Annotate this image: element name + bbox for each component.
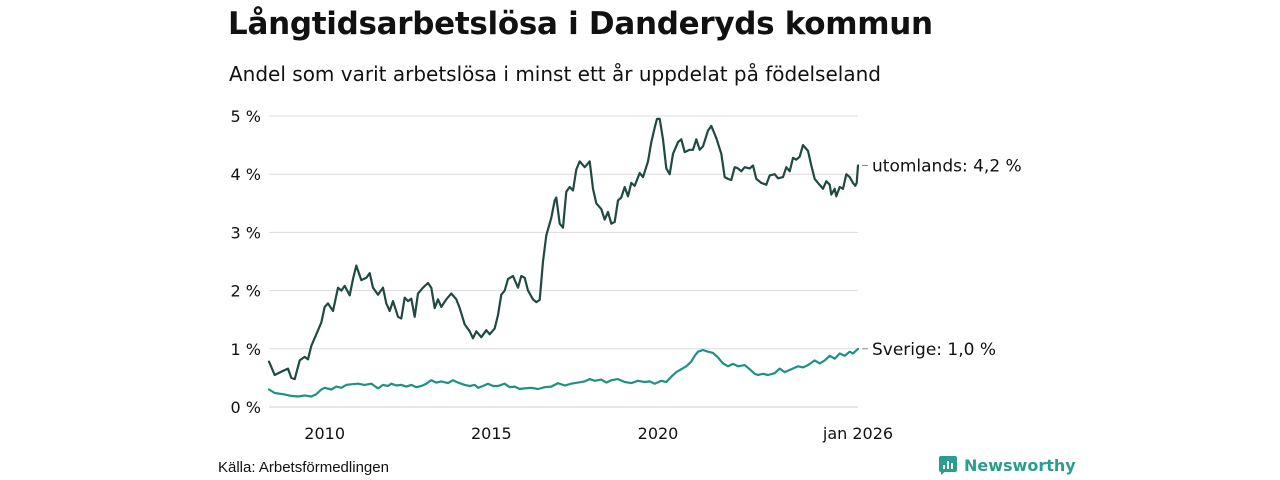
end-label-utomlands: utomlands: 4,2 % [872, 156, 1022, 176]
source-note: Källa: Arbetsförmedlingen [218, 459, 389, 476]
series-line-sverige [267, 347, 860, 398]
chart-title: Långtidsarbetslösa i Danderyds kommun [228, 6, 933, 42]
gridlines [269, 115, 858, 408]
y-tick-label: 5 % [231, 107, 261, 126]
brand-name: Newsworthy [964, 455, 1076, 475]
series-end-labels: utomlands: 4,2 % Sverige: 1,0 % [862, 156, 1022, 360]
chart-subtitle: Andel som varit arbetslösa i minst ett å… [229, 62, 881, 86]
line-chart: 0 %1 %2 %3 %4 %5 % 2010 2015 2020 jan 2026 … [231, 107, 1022, 443]
x-axis-tick-labels: 2010 2015 2020 jan 2026 [304, 424, 893, 443]
y-tick-label: 0 % [231, 398, 261, 417]
x-tick-label: 2010 [304, 424, 345, 443]
x-tick-label: jan 2026 [822, 424, 893, 443]
series-lines [267, 117, 860, 398]
brand-logo: Newsworthy [938, 455, 1076, 475]
newsworthy-logo-icon [939, 456, 957, 475]
end-label-sverige: Sverige: 1,0 % [872, 340, 996, 360]
x-tick-label: 2015 [471, 424, 512, 443]
y-tick-label: 4 % [231, 165, 261, 184]
series-line-utomlands [267, 117, 860, 381]
y-tick-label: 3 % [231, 223, 261, 242]
y-tick-label: 2 % [231, 282, 261, 301]
y-axis-tick-labels: 0 % 1 % 2 % 3 % 4 % 5 % [231, 107, 261, 417]
y-tick-label: 1 % [231, 340, 261, 359]
x-tick-label: 2020 [638, 424, 679, 443]
